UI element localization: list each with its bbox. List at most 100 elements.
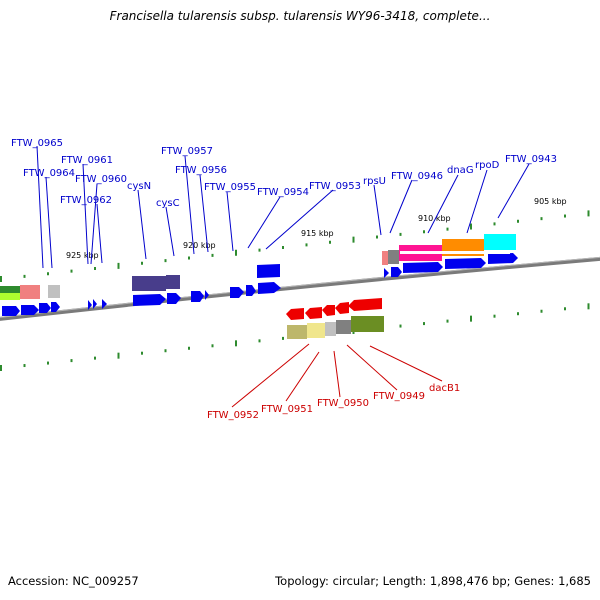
forward-leader-lines [36,145,530,269]
tick-mark [399,232,402,236]
tick-mark [23,274,26,278]
tick-mark [0,365,2,371]
gene-arrow [384,268,389,278]
tick-mark [376,235,378,239]
gene-arrow [21,305,39,315]
scale-label-920: 920 kbp [183,241,216,250]
tick-mark [211,344,214,348]
gene-label-ftw-0961: FTW_0961 [61,155,113,166]
cog-boxes-forward [0,234,516,300]
reverse-gene-labels: FTW_0952 FTW_0951 FTW_0950 FTW_0949 dacB… [207,383,460,421]
reverse-leader-lines [231,343,443,408]
gene-label-ftw-0954: FTW_0954 [257,187,309,198]
gene-label-dnag: dnaG [447,165,474,176]
upper-tick-marks [0,210,590,282]
tick-mark [423,322,425,326]
tick-mark [282,246,284,250]
gene-arrow [257,264,280,278]
gene-arrow [391,267,402,277]
scale-label-925: 925 kbp [66,251,99,260]
gene-label-ftw-0946: FTW_0946 [391,171,443,182]
tick-mark [305,243,308,247]
tick-mark [141,351,143,355]
tick-mark [235,249,237,256]
gene-label-rpod: rpoD [475,160,500,171]
tick-mark [117,262,120,269]
topology-text: Topology: circular; Length: 1,898,476 bp… [275,574,591,588]
tick-mark [188,346,190,350]
tick-mark [164,349,167,353]
gene-label-cysn: cysN [127,181,151,192]
tick-mark [470,315,472,322]
scale-label-910: 910 kbp [418,214,451,223]
gene-label-dacb1: dacB1 [429,383,460,394]
gene-arrow [335,302,349,314]
tick-mark [23,364,26,368]
map-title: Francisella tularensis subsp. tularensis… [109,9,491,23]
tick-mark [564,307,566,311]
tick-mark [446,319,449,323]
tick-mark [564,214,566,218]
tick-mark [540,217,543,221]
tick-mark [493,314,496,318]
tick-mark [282,336,284,340]
tick-mark [399,324,402,328]
gene-label-ftw-0951: FTW_0951 [261,404,313,415]
gene-label-ftw-0960: FTW_0960 [75,174,127,185]
tick-mark [517,219,519,223]
gene-arrow [305,307,322,319]
gene-arrow [348,298,382,311]
forward-gene-labels: FTW_0965 FTW_0964 FTW_0961 FTW_0960 FTW_… [11,138,557,209]
scale-label-905: 905 kbp [534,197,567,206]
tick-mark [70,359,73,363]
tick-mark [423,230,425,234]
gene-label-rpsu: rpsU [363,176,386,187]
tick-mark [94,356,96,360]
tick-mark [164,259,167,263]
scale-label-915: 915 kbp [301,229,334,238]
gene-arrow [488,253,518,264]
tick-mark [0,276,2,282]
tick-mark [211,253,214,257]
gene-arrow [102,299,107,309]
gene-label-ftw-0957: FTW_0957 [161,146,213,157]
tick-mark [587,303,590,310]
gene-arrow [322,305,335,316]
gene-arrow [445,258,486,269]
tick-mark [446,227,449,231]
tick-mark [258,339,261,343]
tick-mark [329,240,331,244]
accession-text: Accession: NC_009257 [8,574,139,588]
tick-mark [47,272,49,276]
tick-mark [94,267,96,271]
tick-mark [493,222,496,226]
gene-label-ftw-0950: FTW_0950 [317,398,369,409]
tick-mark [70,269,73,273]
gene-arrow [403,262,443,273]
tick-mark [47,361,49,365]
gene-label-ftw-0965: FTW_0965 [11,138,63,149]
gene-label-cysc: cysC [156,198,180,209]
gene-label-ftw-0953: FTW_0953 [309,181,361,192]
gene-label-ftw-0962: FTW_0962 [60,195,112,206]
tick-mark [540,309,543,313]
reverse-gene-arrows [286,298,382,320]
cog-boxes-reverse [287,316,384,339]
gene-arrow [286,308,304,320]
gene-arrow [39,303,51,313]
gene-label-ftw-0943: FTW_0943 [505,154,557,165]
gene-label-ftw-0952: FTW_0952 [207,410,259,421]
gene-label-ftw-0949: FTW_0949 [373,391,425,402]
gene-arrow [2,306,20,316]
gene-arrow [133,294,166,306]
tick-mark [258,248,261,252]
gene-arrow [205,290,209,300]
genome-backbone [0,256,600,321]
gene-arrow [230,287,244,298]
tick-mark [141,261,143,265]
gene-label-ftw-0955: FTW_0955 [204,182,256,193]
gene-arrow [51,302,60,312]
gene-arrow [167,293,181,304]
